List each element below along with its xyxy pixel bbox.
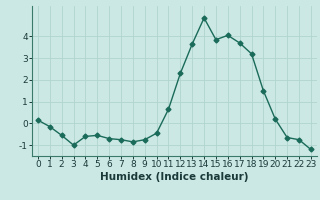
X-axis label: Humidex (Indice chaleur): Humidex (Indice chaleur) bbox=[100, 172, 249, 182]
